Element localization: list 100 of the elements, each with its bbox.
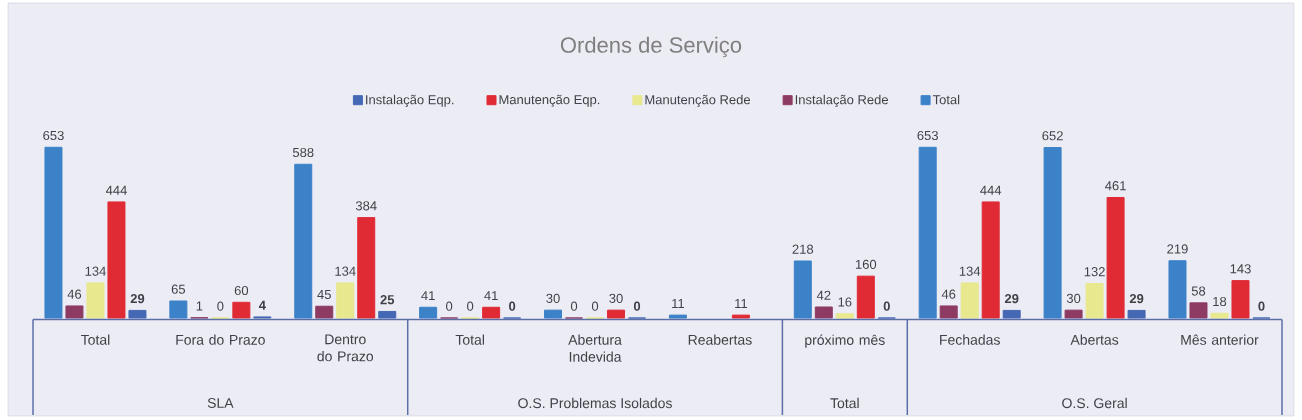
- data-label: 46: [67, 289, 82, 299]
- text: Total: [830, 397, 859, 409]
- bar: [1189, 302, 1208, 319]
- data-label: 60: [234, 285, 249, 296]
- data-label: 42: [816, 290, 831, 300]
- data-label: 11: [672, 298, 685, 308]
- bar: [607, 309, 626, 319]
- data-label: 65: [171, 284, 186, 294]
- data-label: 143: [1230, 264, 1251, 274]
- bar: [336, 282, 355, 319]
- bar: [169, 300, 188, 319]
- data-label: 588: [292, 147, 314, 158]
- bar: [1064, 309, 1083, 319]
- x-tick-label: Abertura Indevida: [568, 334, 622, 362]
- data-label: 0: [217, 301, 224, 311]
- bar: [107, 201, 126, 319]
- bar: [668, 314, 687, 319]
- x-tick-label: Dentro do Prazo: [317, 334, 374, 362]
- bar: [960, 282, 979, 319]
- data-label: 653: [917, 130, 938, 141]
- bar: [128, 309, 147, 319]
- data-label: 29: [1129, 294, 1144, 304]
- x-tick-label: Reabertas: [688, 334, 752, 345]
- data-label: 1: [196, 301, 203, 311]
- x-tick-label: Fechadas: [940, 334, 1000, 345]
- data-label: 0: [1258, 301, 1265, 311]
- data-label: 30: [1066, 293, 1081, 303]
- bar: [315, 305, 334, 319]
- legend-label: Manutenção Eqp.: [499, 94, 600, 107]
- data-label: 41: [484, 291, 498, 301]
- bar: [1085, 282, 1104, 319]
- data-label: 134: [85, 266, 106, 276]
- bar: [1231, 280, 1250, 319]
- bar: [419, 306, 438, 319]
- data-label: 41: [421, 291, 435, 301]
- data-label: 30: [546, 293, 560, 303]
- data-label: 45: [317, 289, 331, 300]
- bar: [1002, 309, 1021, 319]
- data-label: 461: [1105, 181, 1126, 191]
- text: O.S. Problemas Isolados: [518, 397, 672, 409]
- data-label: 134: [335, 266, 356, 276]
- chart-title: Ordens de Serviço: [560, 36, 742, 58]
- bar: [44, 146, 63, 319]
- x-tick-label: Abertas: [1070, 334, 1119, 345]
- legend-label: Total: [932, 94, 960, 105]
- bar: [86, 282, 105, 319]
- bar: [939, 305, 958, 319]
- bar: [378, 310, 397, 319]
- bar: [793, 260, 812, 319]
- data-label: 29: [1004, 294, 1019, 304]
- data-label: 46: [941, 289, 956, 299]
- legend-label: Manutenção Rede: [645, 94, 751, 107]
- data-label: 25: [380, 295, 395, 305]
- data-label: 0: [467, 301, 474, 311]
- data-label: 29: [130, 294, 145, 304]
- data-label: 160: [855, 259, 877, 269]
- bar: [1127, 309, 1146, 319]
- data-label: 16: [838, 297, 852, 307]
- data-label: 11: [735, 298, 748, 308]
- data-label: 0: [570, 301, 578, 311]
- data-label: 0: [633, 301, 641, 311]
- bar: [1168, 260, 1187, 319]
- data-label: 58: [1191, 286, 1206, 296]
- bar: [731, 314, 750, 319]
- x-tick-label: Total: [455, 334, 484, 345]
- data-label: 0: [883, 301, 890, 311]
- data-label: 132: [1084, 267, 1105, 277]
- x-tick-label: Total: [80, 334, 110, 345]
- data-label: 218: [792, 244, 814, 254]
- bar: [981, 201, 1000, 319]
- data-label: 134: [959, 266, 981, 276]
- data-label: 384: [355, 201, 377, 211]
- x-tick-label: Mês anterior: [1181, 334, 1259, 345]
- data-label: 0: [509, 301, 516, 311]
- data-label: 219: [1167, 244, 1188, 254]
- bar: [1210, 312, 1229, 319]
- legend-label: Instalação Eqp.: [366, 94, 454, 107]
- bar: [232, 301, 251, 319]
- data-label: 444: [105, 185, 127, 195]
- data-label: 444: [980, 185, 1002, 195]
- data-label: 653: [43, 130, 64, 141]
- data-label: 18: [1213, 296, 1227, 307]
- data-label: 4: [258, 300, 266, 310]
- x-tick-label: Fora do Prazo: [176, 334, 265, 345]
- data-label: 0: [591, 301, 599, 311]
- bar: [814, 306, 833, 319]
- bar: [294, 163, 313, 319]
- bar: [856, 275, 875, 319]
- data-label: 30: [609, 293, 623, 303]
- bar: [65, 305, 84, 319]
- bar: [544, 309, 563, 319]
- bar: [918, 146, 937, 319]
- data-label: 0: [446, 301, 453, 311]
- bar: [835, 313, 854, 319]
- bar: [1043, 147, 1062, 319]
- bar: [482, 306, 501, 319]
- text: SLA: [207, 398, 234, 408]
- bar: [357, 217, 376, 319]
- x-tick-label: próximo mês: [805, 334, 885, 348]
- bar: [1106, 196, 1125, 319]
